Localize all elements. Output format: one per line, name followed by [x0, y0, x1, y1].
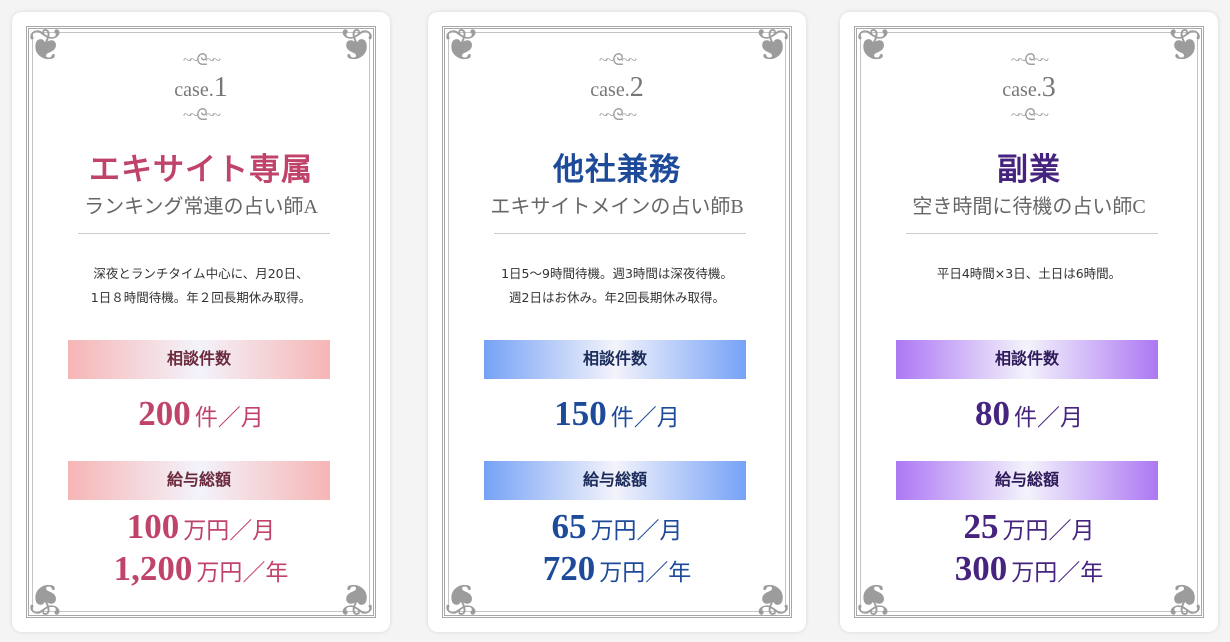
inner-frame — [448, 32, 786, 612]
inner-frame — [860, 32, 1198, 612]
card-subtitle: ランキング常連の占い師A — [84, 196, 318, 218]
flourish-icon: ~~ᘓ~~ — [599, 52, 637, 69]
case-card: ❦ ❦ ❦ ❦ ~~ᘓ~~ case.1 ~~ᘓ~~ エキサイト専属 ランキング… — [12, 12, 390, 632]
flourish-icon: ~~ᘓ~~ — [1011, 52, 1049, 69]
corner-flourish-icon: ❦ — [855, 21, 893, 70]
salary-yearly: 300 万円／年 — [954, 549, 1104, 588]
divider — [78, 233, 330, 234]
flourish-icon: ~~ᘓ~~ — [183, 107, 221, 124]
consult-count-header: 相談件数 — [68, 340, 330, 379]
consult-count-value: 80 件／月 — [975, 394, 1083, 433]
inner-frame — [32, 32, 370, 612]
consult-count-value: 200 件／月 — [138, 394, 264, 433]
flourish-icon: ~~ᘓ~~ — [599, 107, 637, 124]
card-subtitle: 空き時間に待機の占い師C — [912, 196, 1146, 218]
case-label: case.1 — [174, 72, 228, 103]
flourish-icon: ~~ᘓ~~ — [1011, 107, 1049, 124]
flourish-icon: ~~ᘓ~~ — [183, 52, 221, 69]
divider — [494, 233, 746, 234]
ornamental-frame — [854, 26, 1204, 618]
corner-flourish-icon: ❦ — [443, 21, 481, 70]
salary-monthly: 65 万円／月 — [551, 507, 683, 546]
card-description: 深夜とランチタイム中心に、月20日、 1日８時間待機。年２回長期休み取得。 — [90, 266, 312, 305]
divider — [906, 233, 1158, 234]
card-description: 1日5〜9時間待機。週3時間は深夜待機。 週2日はお休み。年2回長期休み取得。 — [501, 266, 733, 305]
case-label: case.3 — [1002, 72, 1056, 103]
ornamental-frame — [442, 26, 792, 618]
card-subtitle: エキサイトメインの占い師B — [490, 196, 744, 218]
case-card: ❦ ❦ ❦ ❦ ~~ᘓ~~ case.2 ~~ᘓ~~ 他社兼務 エキサイトメイン… — [428, 12, 806, 632]
salary-yearly: 1,200 万円／年 — [113, 549, 289, 588]
card-title: 他社兼務 — [553, 152, 681, 187]
case-label: case.2 — [590, 72, 644, 103]
salary-monthly: 25 万円／月 — [963, 507, 1095, 546]
salary-monthly: 100 万円／月 — [126, 507, 276, 546]
salary-yearly: 720 万円／年 — [542, 549, 692, 588]
salary-header: 給与総額 — [896, 461, 1158, 500]
card-description: 平日4時間×3日、土日は6時間。 — [936, 266, 1122, 281]
consult-count-value: 150 件／月 — [554, 394, 680, 433]
salary-header: 給与総額 — [68, 461, 330, 500]
card-title: 副業 — [997, 152, 1061, 187]
card-title: エキサイト専属 — [89, 152, 313, 187]
ornamental-frame — [26, 26, 376, 618]
consult-count-header: 相談件数 — [484, 340, 746, 379]
salary-header: 給与総額 — [484, 461, 746, 500]
corner-flourish-icon: ❦ — [27, 21, 65, 70]
case-card: ❦ ❦ ❦ ❦ ~~ᘓ~~ case.3 ~~ᘓ~~ 副業 空き時間に待機の占い… — [840, 12, 1218, 632]
consult-count-header: 相談件数 — [896, 340, 1158, 379]
